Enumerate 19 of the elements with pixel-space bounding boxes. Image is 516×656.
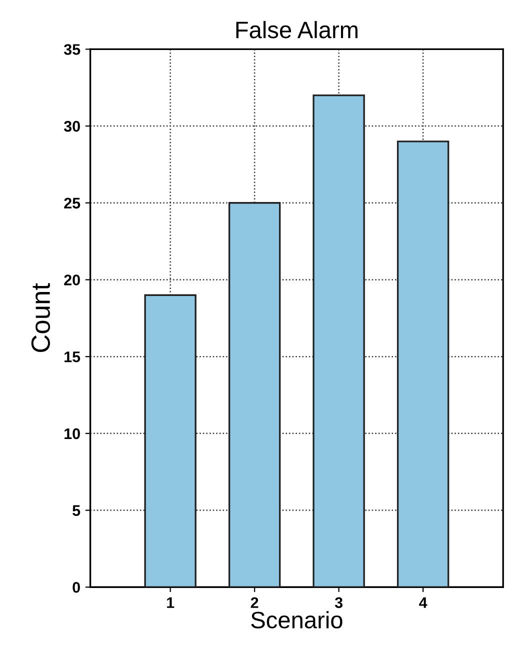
x-tick-label: 3 [334, 597, 343, 608]
x-tick-label: 2 [250, 597, 258, 608]
chart-title: False Alarm [236, 20, 358, 38]
y-tick-label: 30 [64, 120, 80, 132]
bar [312, 94, 365, 588]
bar [396, 140, 450, 588]
x-tick-label: 4 [419, 597, 428, 608]
y-tick-label: 35 [64, 44, 80, 55]
y-tick-label: 15 [64, 352, 80, 362]
y-tick-label: 20 [64, 274, 80, 286]
y-tick-label: 25 [64, 198, 80, 209]
y-tick-label: 10 [64, 428, 80, 440]
x-axis-title: Scenario [251, 611, 342, 628]
x-tick-label: 1 [167, 597, 174, 608]
y-axis-title: Count [31, 283, 50, 352]
y-tick-label: 5 [72, 505, 80, 516]
bar [228, 202, 281, 588]
bar [144, 294, 196, 588]
y-tick-label: 0 [72, 582, 80, 593]
